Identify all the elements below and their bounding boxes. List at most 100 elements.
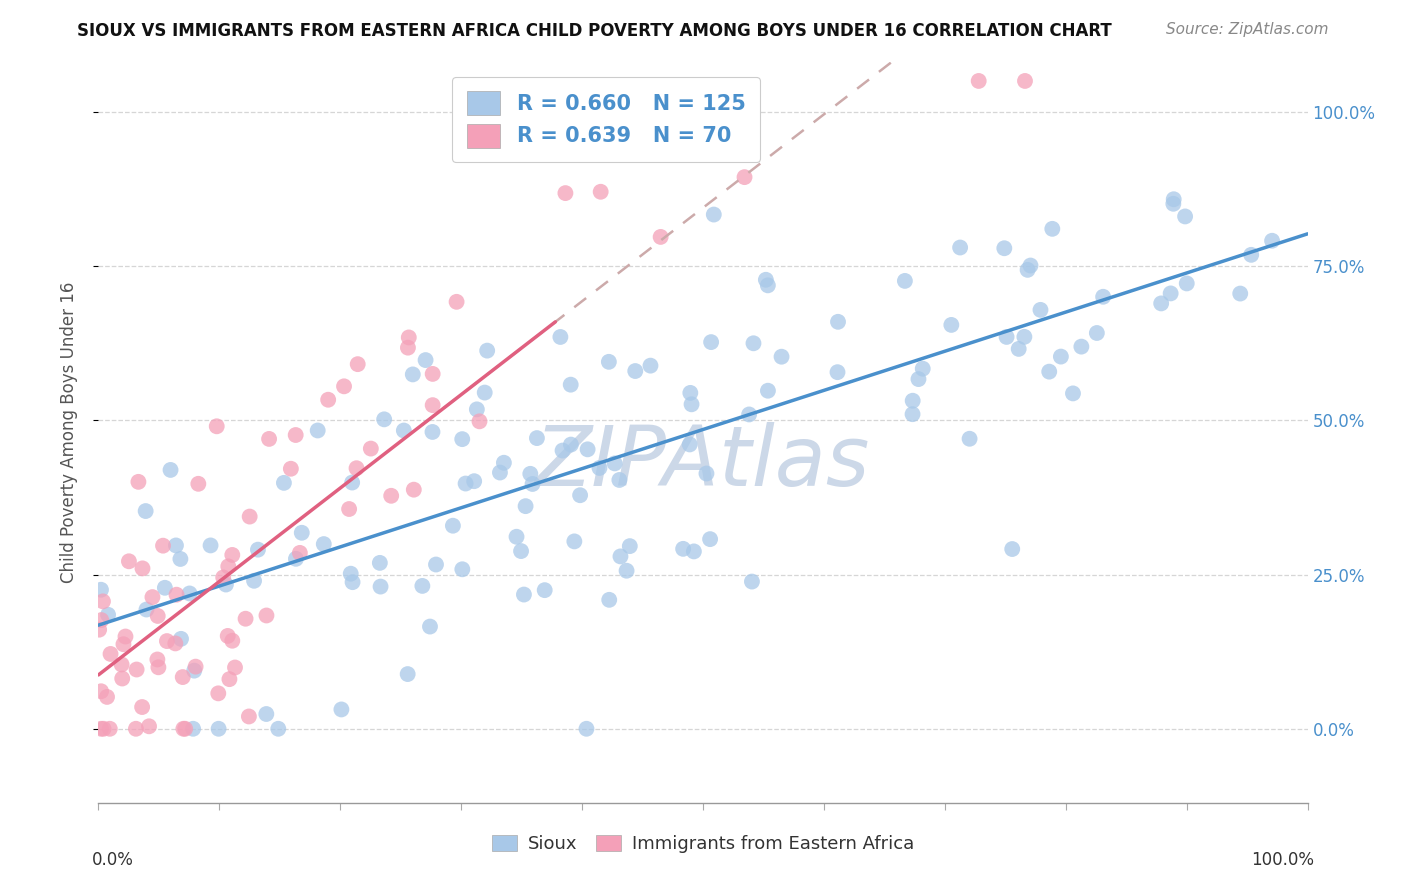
Point xyxy=(257,432,280,446)
Point xyxy=(1008,342,1031,356)
Point xyxy=(330,702,353,716)
Point xyxy=(598,355,620,369)
Point xyxy=(200,538,222,552)
Point xyxy=(267,722,290,736)
Point xyxy=(901,393,924,408)
Point xyxy=(217,559,239,574)
Point xyxy=(569,488,592,502)
Point xyxy=(221,548,243,562)
Point xyxy=(1261,234,1284,248)
Point xyxy=(616,564,638,578)
Point xyxy=(254,706,277,721)
Point xyxy=(755,273,778,287)
Point xyxy=(224,660,246,674)
Point xyxy=(475,343,498,358)
Point xyxy=(907,372,929,386)
Point xyxy=(131,700,153,714)
Point xyxy=(1001,542,1024,557)
Point xyxy=(342,575,364,590)
Point xyxy=(127,475,149,489)
Point xyxy=(135,602,157,616)
Point xyxy=(510,544,533,558)
Point xyxy=(166,588,188,602)
Point xyxy=(894,274,917,288)
Point xyxy=(288,546,311,560)
Point xyxy=(415,353,437,368)
Point xyxy=(650,230,672,244)
Text: Source: ZipAtlas.com: Source: ZipAtlas.com xyxy=(1166,22,1329,37)
Point xyxy=(165,636,187,650)
Point xyxy=(422,425,444,439)
Text: SIOUX VS IMMIGRANTS FROM EASTERN AFRICA CHILD POVERTY AMONG BOYS UNDER 16 CORREL: SIOUX VS IMMIGRANTS FROM EASTERN AFRICA … xyxy=(77,22,1112,40)
Point xyxy=(368,556,391,570)
Point xyxy=(941,318,963,332)
Point xyxy=(114,630,136,644)
Point xyxy=(111,672,134,686)
Point xyxy=(515,499,537,513)
Point xyxy=(273,475,295,490)
Point xyxy=(672,541,695,556)
Point xyxy=(451,432,474,446)
Point xyxy=(221,633,243,648)
Point xyxy=(205,419,228,434)
Point xyxy=(97,607,120,622)
Point xyxy=(1175,277,1198,291)
Point xyxy=(339,566,361,581)
Point xyxy=(110,657,132,672)
Point xyxy=(441,518,464,533)
Point xyxy=(1014,330,1036,344)
Point xyxy=(181,722,204,736)
Point xyxy=(174,722,197,736)
Point xyxy=(212,570,235,584)
Point xyxy=(1092,290,1115,304)
Point xyxy=(463,474,485,488)
Point xyxy=(738,408,761,422)
Point xyxy=(1085,326,1108,340)
Point xyxy=(373,412,395,426)
Point xyxy=(465,402,488,417)
Point xyxy=(959,432,981,446)
Point xyxy=(1160,286,1182,301)
Point xyxy=(1240,248,1263,262)
Point xyxy=(451,562,474,576)
Point xyxy=(1229,286,1251,301)
Point xyxy=(125,722,148,736)
Point xyxy=(609,473,631,487)
Point xyxy=(96,690,118,704)
Point xyxy=(218,672,240,686)
Point xyxy=(291,525,314,540)
Point xyxy=(683,544,706,558)
Point xyxy=(560,437,582,451)
Point xyxy=(165,538,187,552)
Point xyxy=(156,634,179,648)
Point xyxy=(280,461,302,475)
Point xyxy=(131,561,153,575)
Point xyxy=(422,367,444,381)
Point xyxy=(422,398,444,412)
Point xyxy=(172,722,194,736)
Point xyxy=(100,647,122,661)
Point xyxy=(183,664,205,678)
Point xyxy=(576,442,599,457)
Point xyxy=(346,357,368,371)
Point xyxy=(700,335,723,350)
Point xyxy=(184,659,207,673)
Point xyxy=(118,554,141,568)
Point xyxy=(995,330,1018,344)
Point xyxy=(1163,192,1185,206)
Point xyxy=(589,185,612,199)
Point xyxy=(256,608,278,623)
Point xyxy=(446,294,468,309)
Point xyxy=(526,431,548,445)
Point xyxy=(346,461,368,475)
Point xyxy=(562,534,585,549)
Point xyxy=(741,574,763,589)
Point xyxy=(340,475,363,490)
Point xyxy=(1014,74,1036,88)
Point xyxy=(398,330,420,344)
Point xyxy=(396,341,419,355)
Point xyxy=(695,467,717,481)
Point xyxy=(609,549,631,564)
Point xyxy=(533,583,555,598)
Point xyxy=(152,539,174,553)
